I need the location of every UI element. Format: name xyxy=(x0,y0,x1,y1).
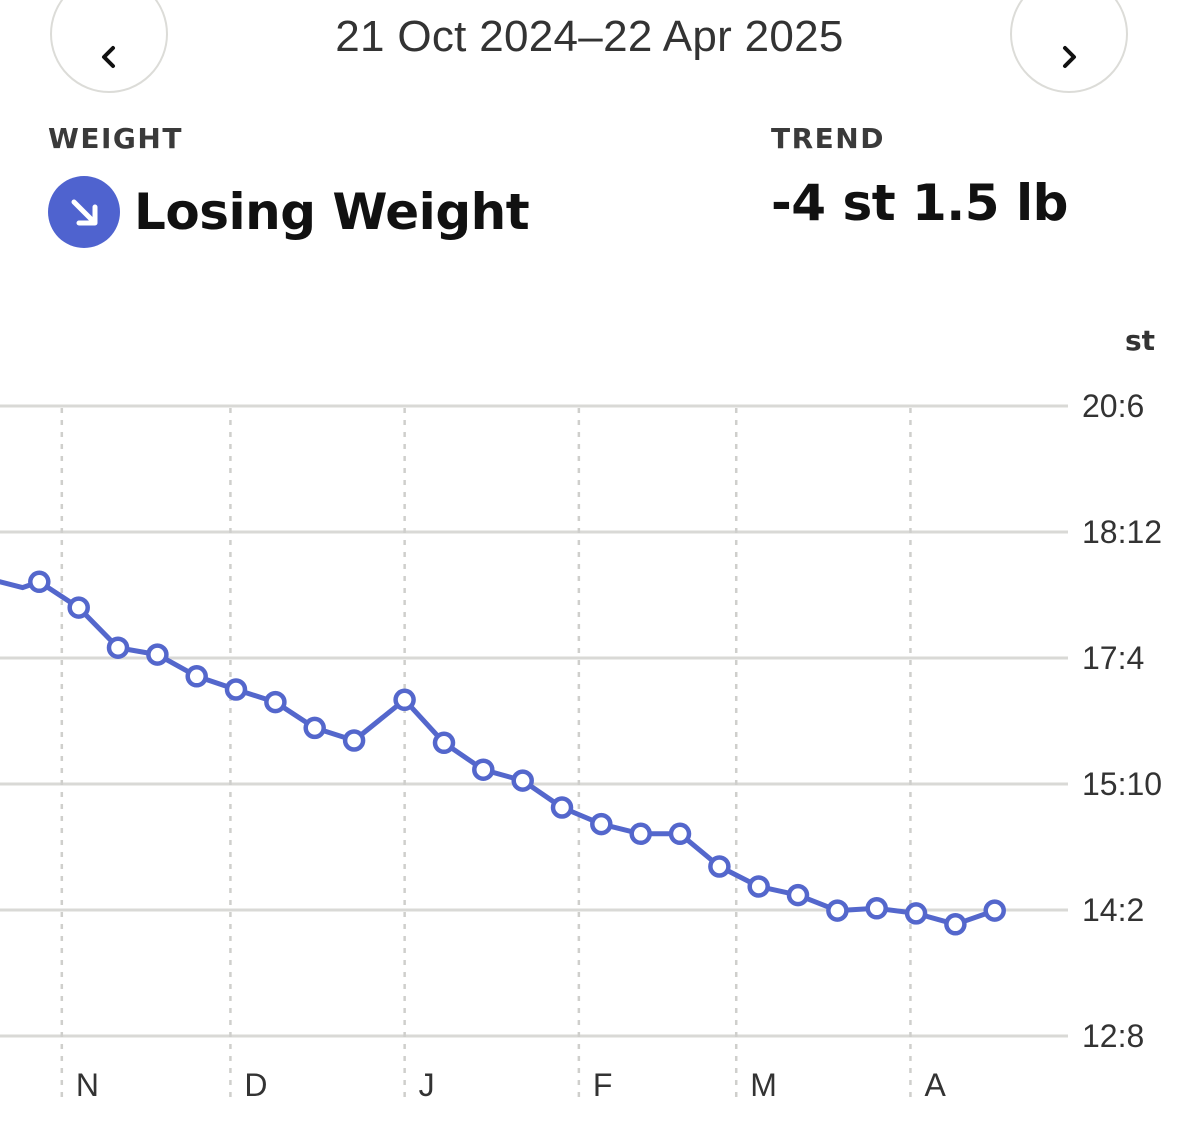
data-point[interactable] xyxy=(708,855,731,878)
trend-value: -4 st 1.5 lb xyxy=(771,174,1068,232)
data-point[interactable] xyxy=(668,822,692,846)
data-point[interactable] xyxy=(224,678,248,701)
data-point[interactable] xyxy=(983,899,1006,922)
weight-status: Losing Weight xyxy=(48,176,530,248)
data-point[interactable] xyxy=(67,596,90,619)
arrow-down-right-icon xyxy=(48,176,120,248)
data-point[interactable] xyxy=(303,716,326,740)
weight-series xyxy=(0,570,1006,936)
y-tick-label: 18:12 xyxy=(1082,514,1162,550)
data-point[interactable] xyxy=(629,822,652,846)
data-point[interactable] xyxy=(432,731,456,755)
x-tick-label: J xyxy=(419,1067,435,1103)
weight-status-text: Losing Weight xyxy=(134,183,530,241)
y-axis-unit-label: st xyxy=(1125,324,1155,357)
x-tick-label: F xyxy=(593,1067,613,1103)
vertical-gridlines xyxy=(60,408,912,1098)
trend-section-label: TREND xyxy=(771,122,885,155)
data-point[interactable] xyxy=(106,636,130,659)
data-point[interactable] xyxy=(185,665,208,688)
x-tick-label: M xyxy=(750,1067,777,1103)
y-axis-ticks: 20:6 18:12 17:4 15:10 14:2 12:8 xyxy=(1082,388,1162,1054)
data-point[interactable] xyxy=(826,899,849,922)
data-point[interactable] xyxy=(393,688,416,712)
chevron-left-icon xyxy=(102,46,115,68)
data-point[interactable] xyxy=(590,812,613,836)
data-point[interactable] xyxy=(944,913,967,936)
chevron-right-icon xyxy=(1063,46,1076,68)
data-point[interactable] xyxy=(264,690,287,714)
data-point[interactable] xyxy=(865,897,888,920)
data-point[interactable] xyxy=(511,769,534,792)
data-point[interactable] xyxy=(550,796,574,819)
y-tick-label: 12:8 xyxy=(1082,1018,1144,1054)
x-tick-label: D xyxy=(244,1067,267,1103)
y-tick-label: 15:10 xyxy=(1082,766,1162,802)
data-point[interactable] xyxy=(146,643,169,666)
horizontal-gridlines xyxy=(0,404,1068,1038)
date-range-title: 21 Oct 2024–22 Apr 2025 xyxy=(335,12,844,61)
weight-section-label: WEIGHT xyxy=(48,122,183,155)
x-tick-label: N xyxy=(76,1067,99,1103)
data-point[interactable] xyxy=(747,875,770,898)
data-point[interactable] xyxy=(342,729,366,752)
y-tick-label: 20:6 xyxy=(1082,388,1144,424)
data-point[interactable] xyxy=(28,570,51,594)
series-line xyxy=(0,579,998,927)
data-point[interactable] xyxy=(472,758,495,781)
data-point[interactable] xyxy=(786,883,810,907)
y-tick-label: 14:2 xyxy=(1082,892,1144,928)
data-point[interactable] xyxy=(904,902,928,925)
x-tick-label: A xyxy=(924,1067,946,1103)
y-tick-label: 17:4 xyxy=(1082,640,1144,676)
